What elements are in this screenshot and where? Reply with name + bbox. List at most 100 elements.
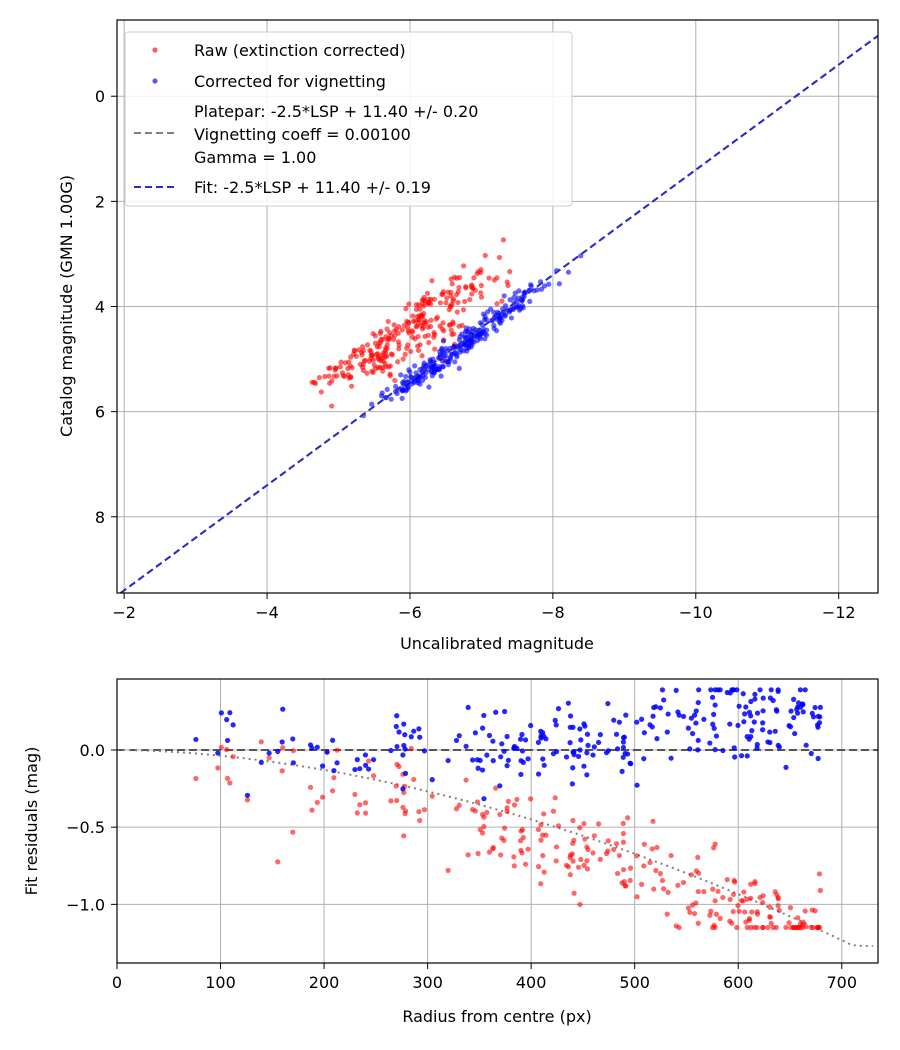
corrected-residual-point	[581, 763, 587, 769]
raw-residual-point	[501, 837, 507, 843]
raw-point	[395, 359, 401, 365]
corrected-residual-point	[266, 750, 272, 756]
corrected-residual-point	[620, 744, 627, 751]
raw-point	[349, 365, 355, 371]
raw-residual-point	[555, 823, 562, 829]
raw-residual-point	[641, 863, 647, 869]
corrected-point	[439, 345, 445, 351]
corrected-residual-point	[352, 766, 358, 773]
raw-residual-point	[768, 920, 774, 926]
corrected-residual-point	[567, 713, 574, 719]
raw-residual-point	[799, 924, 806, 931]
corrected-residual-point	[680, 713, 687, 720]
corrected-point	[516, 302, 522, 309]
corrected-residual-point	[650, 713, 656, 719]
corrected-residual-point	[774, 708, 780, 714]
raw-residual-point	[707, 912, 713, 918]
raw-residual-point	[730, 908, 736, 915]
raw-residual-point	[429, 793, 435, 799]
raw-point	[359, 344, 366, 350]
corrected-residual-point	[712, 702, 718, 708]
corrected-point	[477, 320, 483, 326]
corrected-residual-point	[550, 751, 557, 757]
corrected-residual-point	[619, 768, 625, 774]
corrected-residual-point	[502, 708, 508, 715]
raw-point	[391, 336, 397, 342]
raw-residual-point	[591, 833, 597, 839]
raw-residual-point	[693, 900, 699, 906]
raw-residual-point	[522, 861, 529, 867]
corrected-point	[403, 373, 409, 380]
raw-residual-point	[582, 836, 588, 842]
corrected-residual-point	[665, 711, 671, 717]
corrected-residual-point	[486, 732, 493, 739]
raw-residual-point	[514, 796, 520, 803]
raw-point	[455, 299, 461, 306]
raw-residual-point	[816, 871, 823, 877]
raw-residual-point	[577, 901, 583, 908]
corrected-point	[406, 367, 412, 373]
corrected-residual-point	[365, 766, 372, 772]
raw-residual-point	[744, 924, 750, 931]
corrected-residual-point	[575, 753, 582, 760]
raw-point	[377, 365, 383, 371]
raw-point	[448, 327, 454, 333]
corrected-residual-point	[696, 687, 702, 693]
raw-residual-point	[314, 799, 320, 806]
raw-residual-point	[741, 889, 747, 895]
corrected-residual-point	[803, 742, 809, 748]
raw-residual-point	[727, 896, 733, 903]
corrected-residual-point	[623, 712, 629, 718]
corrected-residual-point	[685, 725, 691, 731]
raw-residual-point	[517, 838, 524, 844]
corrected-residual-point	[752, 696, 758, 702]
raw-residual-point	[749, 909, 755, 915]
raw-residual-point	[712, 924, 718, 931]
raw-residual-point	[622, 882, 628, 889]
corrected-residual-point	[712, 687, 718, 693]
corrected-residual-point	[224, 737, 231, 744]
raw-point	[455, 289, 461, 295]
corrected-residual-point	[605, 748, 611, 754]
raw-residual-point	[445, 867, 451, 873]
vignetting-model-curve	[116, 749, 873, 948]
corrected-residual-point	[354, 757, 360, 763]
raw-residual-point	[193, 775, 199, 782]
corrected-point	[452, 359, 458, 365]
corrected-residual-point	[402, 746, 408, 752]
raw-residual-point	[595, 821, 602, 827]
raw-point	[419, 326, 426, 332]
raw-residual-point	[519, 850, 525, 856]
raw-point	[505, 282, 511, 289]
corrected-residual-point	[695, 737, 701, 744]
corrected-residual-point	[528, 722, 534, 729]
corrected-residual-point	[584, 750, 590, 756]
raw-residual-point	[720, 894, 726, 901]
raw-residual-point	[331, 775, 337, 781]
corrected-point	[556, 281, 562, 287]
raw-residual-point	[319, 794, 326, 800]
raw-residual-point	[695, 920, 701, 926]
corrected-point	[471, 339, 477, 345]
raw-residual-point	[795, 915, 801, 921]
raw-point	[410, 318, 417, 325]
raw-residual-point	[732, 879, 738, 885]
raw-point	[408, 348, 414, 355]
raw-point	[424, 290, 431, 296]
corrected-residual-point	[816, 720, 823, 726]
corrected-residual-point	[501, 748, 507, 754]
raw-point	[414, 323, 420, 329]
raw-residual-point	[775, 903, 781, 909]
corrected-residual-point	[481, 796, 487, 802]
raw-residual-point	[744, 896, 750, 902]
corrected-residual-point	[535, 771, 542, 777]
raw-residual-point	[687, 909, 693, 915]
bottom-y-tick-label: 0.0	[80, 741, 105, 760]
corrected-residual-point	[768, 687, 774, 693]
raw-point	[327, 365, 333, 371]
raw-point	[449, 331, 455, 337]
corrected-residual-point	[649, 724, 655, 730]
bottom-x-tick-label: 0	[112, 973, 122, 992]
raw-point	[415, 347, 422, 354]
raw-residual-point	[634, 894, 640, 900]
